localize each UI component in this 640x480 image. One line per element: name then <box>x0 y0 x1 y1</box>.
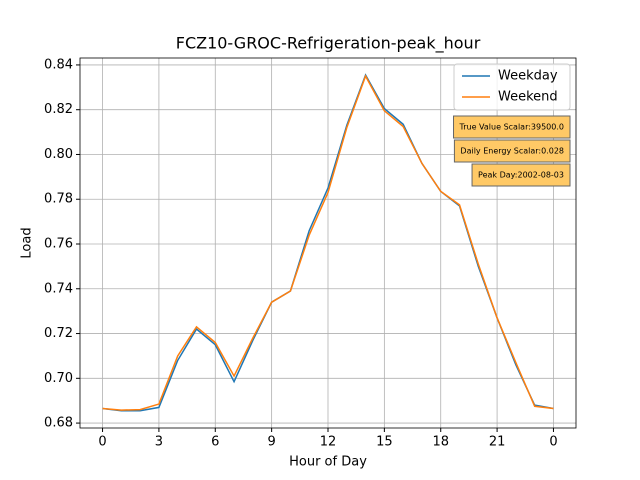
x-axis-label: Hour of Day <box>289 455 367 470</box>
y-tick-label: 0.78 <box>44 192 73 207</box>
plot-frame <box>79 57 577 429</box>
annotation-box <box>453 139 571 163</box>
y-tick-label: 0.82 <box>44 102 73 117</box>
y-tick-label: 0.76 <box>44 237 73 252</box>
x-tick-label: 0 <box>98 435 106 450</box>
y-tick-label: 0.74 <box>44 281 73 296</box>
annotation: Daily Energy Scalar:0.028 <box>460 147 564 156</box>
x-tick-label: 3 <box>155 435 163 450</box>
y-tick-label: 0.80 <box>44 147 73 162</box>
x-tick-label: 12 <box>320 435 337 450</box>
chart-title: FCZ10-GROC-Refrigeration-peak_hour <box>176 34 481 54</box>
x-tick-label: 6 <box>211 435 219 450</box>
y-tick-label: 0.72 <box>44 326 73 341</box>
y-tick-label: 0.70 <box>44 371 73 386</box>
annotation-box <box>453 115 571 139</box>
x-tick-label: 18 <box>432 435 449 450</box>
legend-label: Weekend <box>498 90 558 105</box>
y-axis-label: Load <box>20 227 35 258</box>
annotation: True Value Scalar:39500.0 <box>459 123 564 132</box>
annotation-box <box>471 163 571 187</box>
x-tick-label: 9 <box>267 435 275 450</box>
legend-label: Weekday <box>498 69 558 84</box>
annotation: Peak Day:2002-08-03 <box>478 171 564 180</box>
y-tick-label: 0.68 <box>44 416 73 431</box>
x-tick-label: 0 <box>549 435 557 450</box>
x-tick-label: 21 <box>489 435 506 450</box>
line-series <box>102 74 554 411</box>
x-tick-label: 15 <box>376 435 393 450</box>
y-tick-label: 0.84 <box>44 57 73 72</box>
